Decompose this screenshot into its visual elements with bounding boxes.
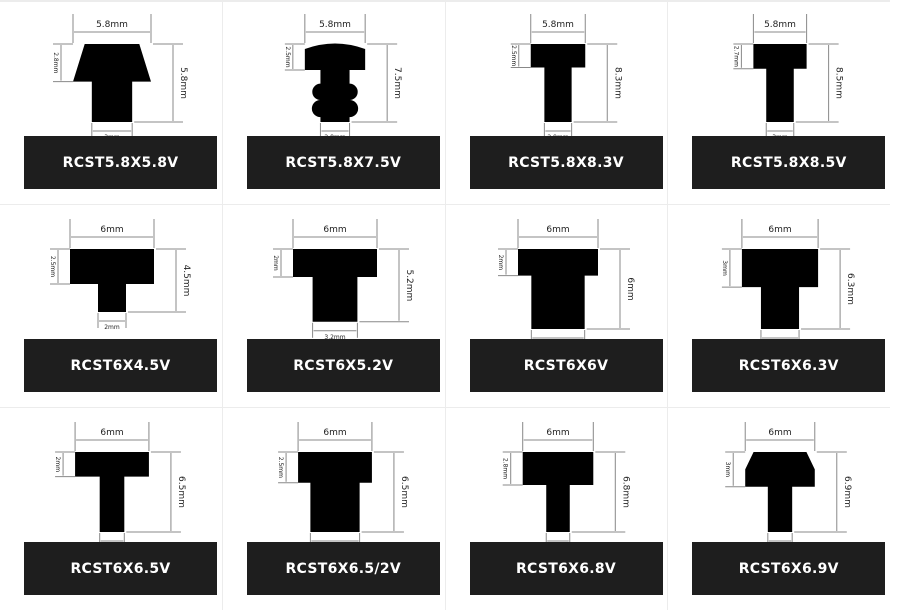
- profile-shape: [304, 43, 365, 122]
- head-width-label: 5.8mm: [542, 20, 574, 30]
- profile-shape: [75, 452, 149, 532]
- head-height-label: 3mm: [721, 260, 728, 276]
- total-height-label: 7.5mm: [392, 67, 402, 99]
- total-height-label: 8.3mm: [612, 67, 622, 99]
- product-title[interactable]: RCST6X4.5V: [24, 339, 217, 392]
- head-width-label: 5.8mm: [764, 20, 796, 30]
- profile-shape: [73, 44, 151, 122]
- profile-diagram: 6mm 2mm 5.2mm 3.2mm: [272, 219, 414, 339]
- head-height-label: 2.8mm: [52, 52, 59, 73]
- product-title[interactable]: RCST6X6.8V: [469, 542, 663, 595]
- profile-shape: [297, 452, 372, 532]
- total-height-label: 6.8mm: [620, 476, 630, 508]
- total-height-label: 5.8mm: [178, 67, 188, 99]
- stem-width-label: 3mm: [772, 134, 788, 136]
- head-width-label: 6mm: [100, 428, 123, 438]
- profile-shape: [745, 452, 816, 532]
- head-height-label: 2.5mm: [277, 457, 284, 478]
- head-width-label: 6mm: [546, 428, 569, 438]
- profile-diagram: 5.8mm 2.8mm 5.8mm 3mm: [52, 14, 188, 136]
- stem-width-label: 2mm: [104, 324, 120, 331]
- total-height-label: 6.5mm: [399, 476, 409, 508]
- head-height-label: 2.7mm: [733, 46, 740, 67]
- product-card[interactable]: 6mm 2mm 5.2mm 3.2mm RCST6X5.2V: [222, 205, 445, 407]
- total-height-label: 6.5mm: [176, 476, 186, 508]
- head-height-label: 3mm: [724, 462, 731, 478]
- profile-shape: [742, 249, 819, 329]
- head-width-label: 6mm: [769, 428, 792, 438]
- profile-diagram: 5.8mm 2.7mm 8.5mm 3mm: [733, 14, 844, 136]
- profile-diagram: 6mm 2.5mm 4.5mm 2mm: [49, 219, 191, 331]
- head-height-label: 2mm: [54, 457, 61, 473]
- product-title[interactable]: RCST6X6.3V: [692, 339, 886, 392]
- head-width-label: 5.8mm: [96, 20, 128, 30]
- profile-diagram: 5.8mm 2.5mm 8.3mm 2.9mm: [509, 14, 622, 136]
- product-title[interactable]: RCST5.8X7.5V: [246, 136, 440, 189]
- stem-width-label: 2.9mm: [547, 134, 568, 136]
- head-height-label: 2mm: [497, 255, 504, 271]
- product-title[interactable]: RCST5.8X8.3V: [469, 136, 663, 189]
- head-height-label: 2.5mm: [509, 45, 516, 66]
- product-title[interactable]: RCST5.8X5.8V: [24, 136, 217, 189]
- profile-diagram: 6mm2mm6mm4mm: [497, 219, 635, 339]
- total-height-label: 6mm: [625, 277, 635, 300]
- profile-shape: [70, 249, 154, 312]
- head-width-label: 6mm: [769, 225, 792, 235]
- head-width-label: 6mm: [323, 428, 346, 438]
- profile-shape: [753, 44, 807, 122]
- stem-width-label: 2.8mm: [324, 134, 345, 136]
- head-width-label: 6mm: [100, 225, 123, 235]
- product-card[interactable]: 6mm 2.5mm 4.5mm 2mm RCST6X4.5V: [0, 205, 222, 407]
- product-card[interactable]: 5.8mm 2.5mm 8.3mm 2.9mmRCST5.8X8.3V: [445, 2, 668, 204]
- total-height-label: 6.3mm: [845, 273, 855, 305]
- product-card[interactable]: 6mm2mm6mm4mmRCST6X6V: [445, 205, 668, 407]
- product-title[interactable]: RCST6X6V: [469, 339, 663, 392]
- head-width-label: 6mm: [323, 225, 346, 235]
- stem-width-label: 3.2mm: [324, 334, 345, 339]
- profile-shape: [292, 249, 377, 322]
- product-title[interactable]: RCST6X5.2V: [246, 339, 440, 392]
- total-height-label: 6.9mm: [842, 476, 852, 508]
- head-width-label: 6mm: [546, 225, 569, 235]
- total-height-label: 5.2mm: [404, 269, 414, 301]
- stem-width-label: 3mm: [104, 134, 120, 136]
- product-title[interactable]: RCST6X6.5/2V: [246, 542, 440, 595]
- profile-shape: [517, 249, 598, 329]
- head-height-label: 2mm: [272, 255, 279, 271]
- head-height-label: 2.8mm: [501, 458, 508, 479]
- total-height-label: 4.5mm: [181, 265, 191, 297]
- head-height-label: 2.5mm: [49, 256, 56, 277]
- profile-shape: [530, 44, 585, 122]
- profile-shape: [522, 452, 593, 532]
- product-title[interactable]: RCST5.8X8.5V: [692, 136, 886, 189]
- total-height-label: 8.5mm: [834, 67, 844, 99]
- product-title[interactable]: RCST6X6.5V: [24, 542, 217, 595]
- product-title[interactable]: RCST6X6.9V: [692, 542, 886, 595]
- head-height-label: 2.5mm: [284, 46, 291, 67]
- head-width-label: 5.8mm: [319, 20, 351, 30]
- profile-diagram: 5.8mm 2.5mm 7.5mm 2.8mm: [284, 14, 402, 136]
